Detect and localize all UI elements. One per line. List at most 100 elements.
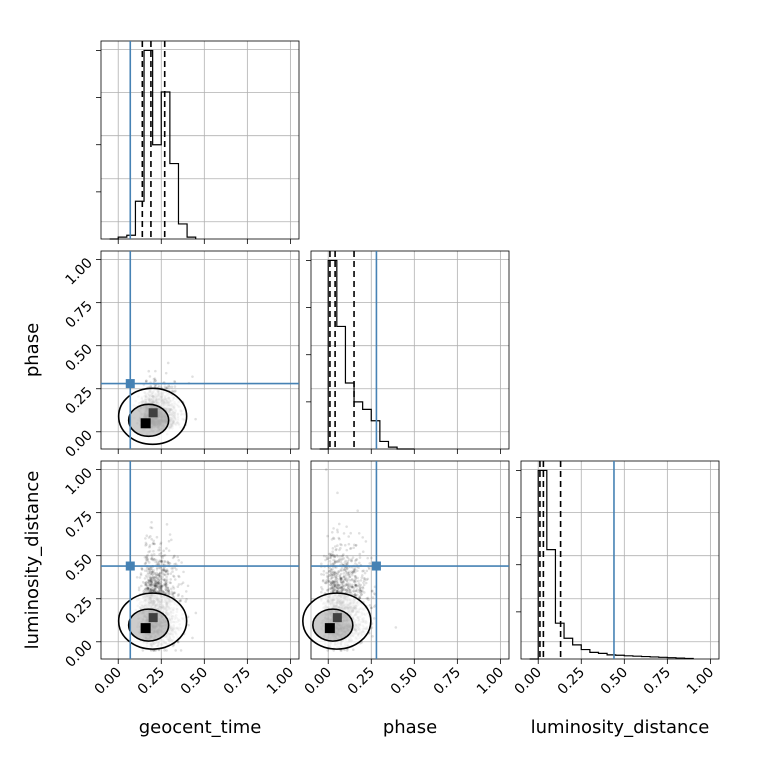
sample-point (147, 589, 151, 593)
sample-point (161, 575, 164, 579)
sample-point (340, 577, 343, 581)
sample-point (343, 567, 347, 570)
sample-point (176, 640, 180, 644)
sample-point (147, 369, 151, 373)
sample-point (363, 577, 367, 581)
sample-point (346, 586, 350, 590)
sample-point (153, 377, 157, 380)
sample-point (194, 417, 197, 421)
histogram-phase (319, 259, 415, 450)
sample-point (145, 555, 149, 558)
sample-point (330, 586, 333, 590)
sample-point (144, 544, 147, 547)
sample-point (348, 575, 352, 578)
sample-point (343, 543, 347, 547)
sample-point (174, 562, 178, 566)
sample-point (168, 592, 172, 596)
sample-point (346, 581, 349, 585)
sample-point (184, 590, 188, 593)
sample-point (339, 586, 342, 590)
sample-point (184, 600, 187, 603)
sample-point (346, 589, 350, 593)
sample-point (177, 593, 180, 596)
sample-point (354, 589, 358, 593)
sample-point (160, 586, 163, 589)
sample-point (147, 536, 151, 539)
sample-point (155, 590, 159, 593)
sample-point (149, 579, 153, 582)
sample-point (158, 574, 162, 578)
sample-point (146, 559, 150, 563)
sample-point (177, 559, 181, 562)
sample-point (354, 576, 357, 579)
sample-point (336, 544, 339, 547)
x-tick-label: 0.75 (641, 665, 674, 698)
sample-point (162, 562, 165, 565)
sample-point (334, 579, 337, 583)
sample-point (146, 588, 150, 591)
sample-point (351, 571, 355, 575)
sample-point (337, 558, 341, 562)
sample-point (173, 379, 176, 383)
sample-point (330, 571, 333, 575)
sample-point (330, 586, 334, 589)
sample-point (143, 555, 147, 559)
sample-point (144, 541, 148, 545)
sample-point (164, 584, 168, 588)
sample-point (336, 582, 340, 585)
sample-point (157, 586, 160, 589)
sample-point (172, 591, 175, 595)
sample-point (177, 575, 181, 579)
sample-point (152, 380, 156, 383)
sample-point (369, 606, 373, 610)
sample-point (350, 583, 354, 587)
sample-point (161, 556, 164, 560)
sample-point (160, 577, 164, 581)
sample-point (154, 584, 157, 588)
sample-point (350, 585, 353, 589)
sample-point (327, 580, 331, 583)
sample-point (165, 523, 169, 526)
sample-point (143, 569, 147, 572)
sample-point (153, 576, 157, 579)
sample-point (332, 589, 335, 592)
sample-point (148, 579, 151, 582)
sample-point (157, 590, 161, 593)
sample-point (173, 554, 176, 558)
sample-point (154, 580, 157, 584)
sample-point (343, 568, 346, 571)
sample-point (154, 576, 158, 580)
sample-point (159, 586, 162, 590)
sample-point (150, 555, 154, 559)
sample-point (327, 579, 331, 583)
sample-point (171, 570, 174, 573)
sample-point (339, 576, 343, 580)
sample-point (157, 573, 161, 577)
sample-point (171, 389, 174, 393)
sample-point (146, 557, 150, 561)
sample-point (348, 584, 352, 587)
sample-point (340, 587, 344, 590)
sample-point (167, 591, 170, 595)
sample-point (152, 539, 155, 543)
sample-point (146, 586, 150, 589)
sample-point (158, 579, 162, 583)
sample-point (145, 558, 149, 561)
sample-point (141, 649, 145, 652)
sample-point (159, 586, 163, 590)
sample-point (156, 581, 159, 585)
sample-point (368, 603, 372, 607)
sample-point (366, 577, 370, 581)
sample-point (337, 584, 341, 587)
sample-point (348, 572, 351, 575)
sample-point (330, 553, 333, 556)
sample-point (329, 581, 333, 585)
sample-point (149, 572, 152, 575)
sample-point (155, 583, 158, 587)
sample-point (158, 590, 161, 594)
x-tick-label: 0.25 (555, 665, 588, 698)
y-tick-label: 0.75 (62, 508, 95, 541)
sample-point (152, 589, 155, 592)
sample-point (155, 573, 159, 577)
sample-point (325, 579, 328, 582)
